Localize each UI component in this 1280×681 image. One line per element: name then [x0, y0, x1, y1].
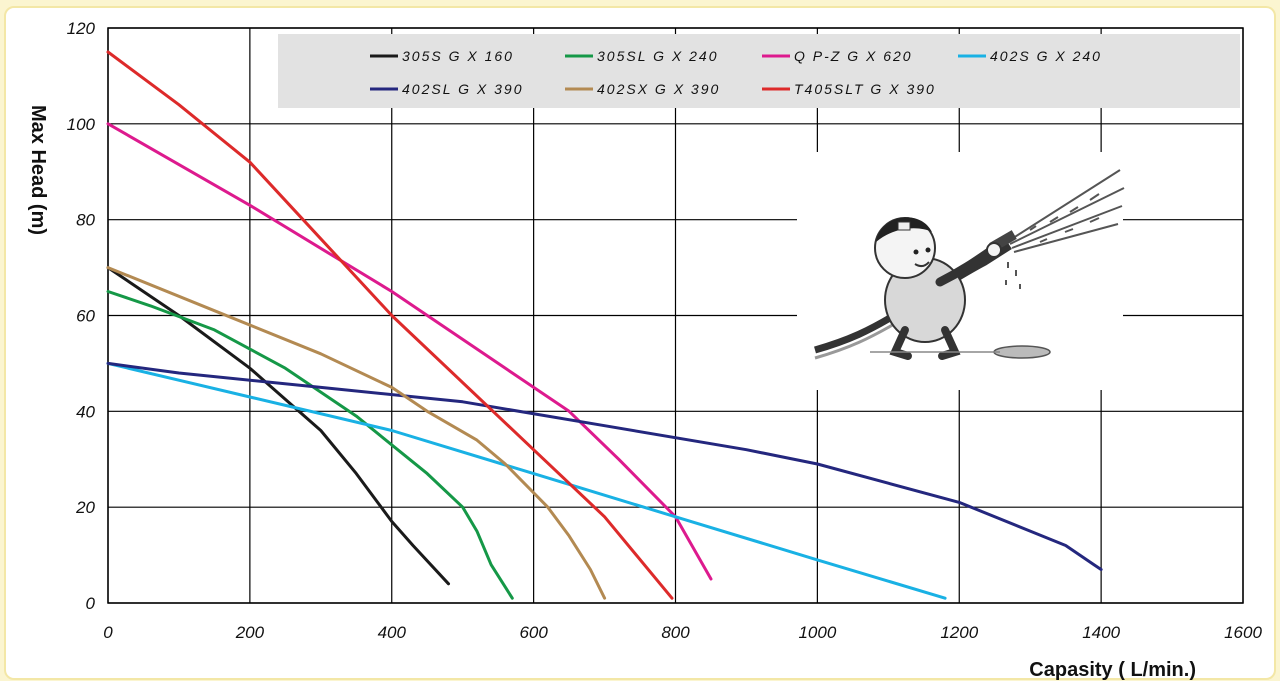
y-tick-label: 120 [67, 19, 96, 38]
legend-label: 305S G X 160 [402, 48, 514, 64]
x-tick-label: 200 [235, 623, 265, 642]
y-tick-label: 40 [76, 402, 95, 421]
series-line [106, 361, 1103, 571]
series-line [106, 50, 674, 600]
x-tick-label: 1600 [1224, 623, 1262, 642]
y-tick-label: 0 [86, 594, 96, 613]
cartoon-worker-with-hose [797, 152, 1125, 390]
x-tick-label: 600 [519, 623, 548, 642]
tick-labels: 0 200 400 600 800 1000 1200 1400 1600 0 20 40 60 80 10… [67, 19, 1263, 642]
y-tick-label: 20 [75, 498, 95, 517]
legend-label: 305SL G X 240 [597, 48, 718, 64]
legend: 305S G X 160 305SL G X 240 Q P-Z G X 620 40… [278, 34, 1240, 108]
legend-box [278, 34, 1240, 108]
series-lines [106, 50, 1103, 600]
y-axis-title: Max Head (m) [27, 105, 49, 235]
x-tick-label: 1400 [1082, 623, 1120, 642]
series-line [106, 361, 947, 600]
water-spray [1005, 169, 1125, 289]
series-line [106, 266, 450, 586]
x-tick-label: 1200 [940, 623, 978, 642]
x-tick-label: 0 [103, 623, 113, 642]
legend-label: Q P-Z G X 620 [794, 48, 913, 64]
x-tick-label: 1000 [798, 623, 836, 642]
x-tick-label: 800 [661, 623, 690, 642]
x-axis-title: Capasity ( L/min.) [1029, 659, 1196, 681]
legend-label: 402SL G X 390 [402, 81, 523, 97]
legend-label: 402S G X 240 [990, 48, 1102, 64]
series-line [106, 266, 607, 600]
series-line [106, 290, 514, 600]
x-tick-label: 400 [378, 623, 407, 642]
legend-label: 402SX G X 390 [597, 81, 720, 97]
y-tick-label: 100 [67, 115, 96, 134]
y-tick-label: 80 [76, 211, 95, 230]
legend-label: T405SLT G X 390 [794, 81, 936, 97]
series-line [106, 122, 713, 581]
y-tick-label: 60 [76, 307, 95, 326]
